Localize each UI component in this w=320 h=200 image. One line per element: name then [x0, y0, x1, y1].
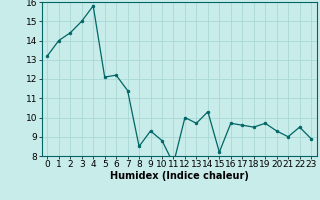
X-axis label: Humidex (Indice chaleur): Humidex (Indice chaleur) — [110, 171, 249, 181]
